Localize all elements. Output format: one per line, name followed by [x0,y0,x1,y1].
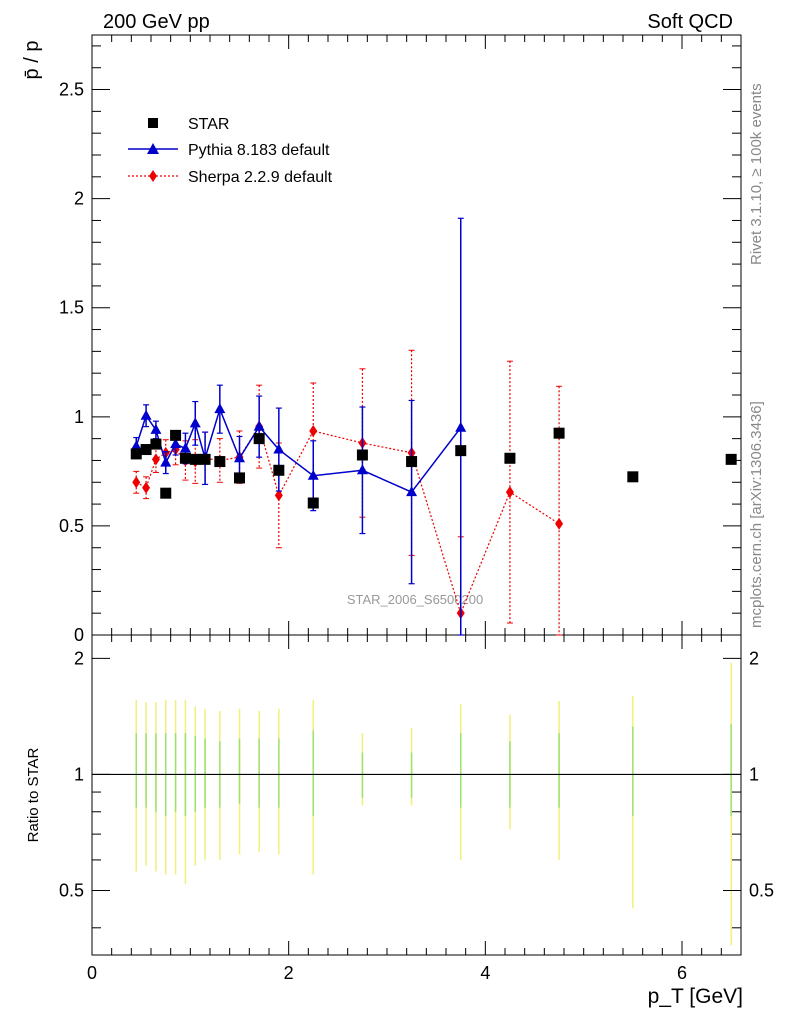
analysis-watermark: STAR_2006_S6500200 [347,592,483,607]
star-point [234,472,245,484]
legend: STAR Pythia 8.183 default Sherpa 2.2.9 d… [128,116,333,186]
y-axis-title: p̄ / p [21,41,43,80]
legend-star-label: STAR [188,116,229,133]
sherpa-point [142,481,151,494]
sherpa-point [274,489,283,502]
star-point [627,471,639,483]
star-point [199,453,211,465]
sherpa-point [555,517,564,530]
pythia-point [150,423,162,434]
star-point [455,445,467,457]
rivet-version-text: Rivet 3.1.10, ≥ 100k events [748,83,765,265]
ratio-y-axis-title: Ratio to STAR [25,747,42,842]
pythia-point [170,438,182,449]
pythia-point [356,464,368,475]
x-tick-label: 4 [480,963,490,983]
legend-sherpa-marker [149,170,157,182]
pythia-point [214,403,226,414]
star-point [356,449,368,461]
star-point [130,448,142,460]
legend-pythia-marker [147,143,159,154]
star-point [307,497,319,509]
star-point [170,429,182,441]
star-point [214,456,226,468]
legend-pythia-label: Pythia 8.183 default [188,142,330,159]
ratio-y-tick-label-right: 0.5 [749,880,774,900]
star-point [160,487,172,499]
ratio-y-tick-label-left: 2 [74,648,84,668]
pythia-point [179,442,191,453]
ratio-y-tick-label-right: 2 [749,648,759,668]
pythia-point [160,456,172,467]
star-point [553,427,565,439]
sherpa-point [505,486,514,499]
category-label: Soft QCD [647,11,733,33]
pythia-point [273,443,285,454]
y-tick-label: 0 [74,625,84,645]
y-tick-label: 0.5 [59,516,84,536]
star-point [179,452,191,464]
y-tick-label: 2 [74,189,84,209]
star-point [273,464,285,476]
pythia-point [307,469,319,480]
legend-star-marker [148,118,158,128]
pythia-point [140,409,152,420]
star-series [130,427,737,509]
pythia-point [253,420,265,431]
x-tick-label: 2 [284,963,294,983]
sherpa-point [309,425,318,437]
x-tick-label: 0 [87,963,97,983]
pythia-point [406,486,418,497]
star-point [150,438,162,450]
star-point [140,444,152,456]
star-point [406,456,418,468]
pythia-series [130,217,467,636]
star-point [189,453,201,465]
star-point [504,452,516,464]
energy-label: 200 GeV pp [103,11,210,33]
pythia-point [455,421,467,432]
x-tick-label: 6 [677,963,687,983]
star-point [253,433,265,445]
ratio-bands [135,662,732,946]
ratio-y-tick-label-right: 1 [749,764,759,784]
ratio-y-tick-label-left: 1 [74,764,84,784]
sherpa-point [151,453,160,466]
y-tick-label: 2.5 [59,80,84,100]
mcplots-text: mcplots.cern.ch [arXiv:1306.3436] [748,401,765,628]
sherpa-point [132,476,141,489]
pythia-point [234,452,245,463]
axes-and-ticks: 0 2 4 6 0 0.5 1 1.5 2 2.5 0.5 0.5 1 1 2 2 [59,34,774,983]
ratio-plot-frame [91,634,742,956]
star-point [725,453,737,465]
legend-sherpa-label: Sherpa 2.2.9 default [188,169,333,186]
pythia-point [189,417,201,428]
y-tick-label: 1 [74,407,84,427]
y-tick-label: 1.5 [59,298,84,318]
x-axis-title: p_T [GeV] [648,985,743,1008]
pythia-point [130,440,142,451]
ratio-y-tick-label-left: 0.5 [59,880,84,900]
